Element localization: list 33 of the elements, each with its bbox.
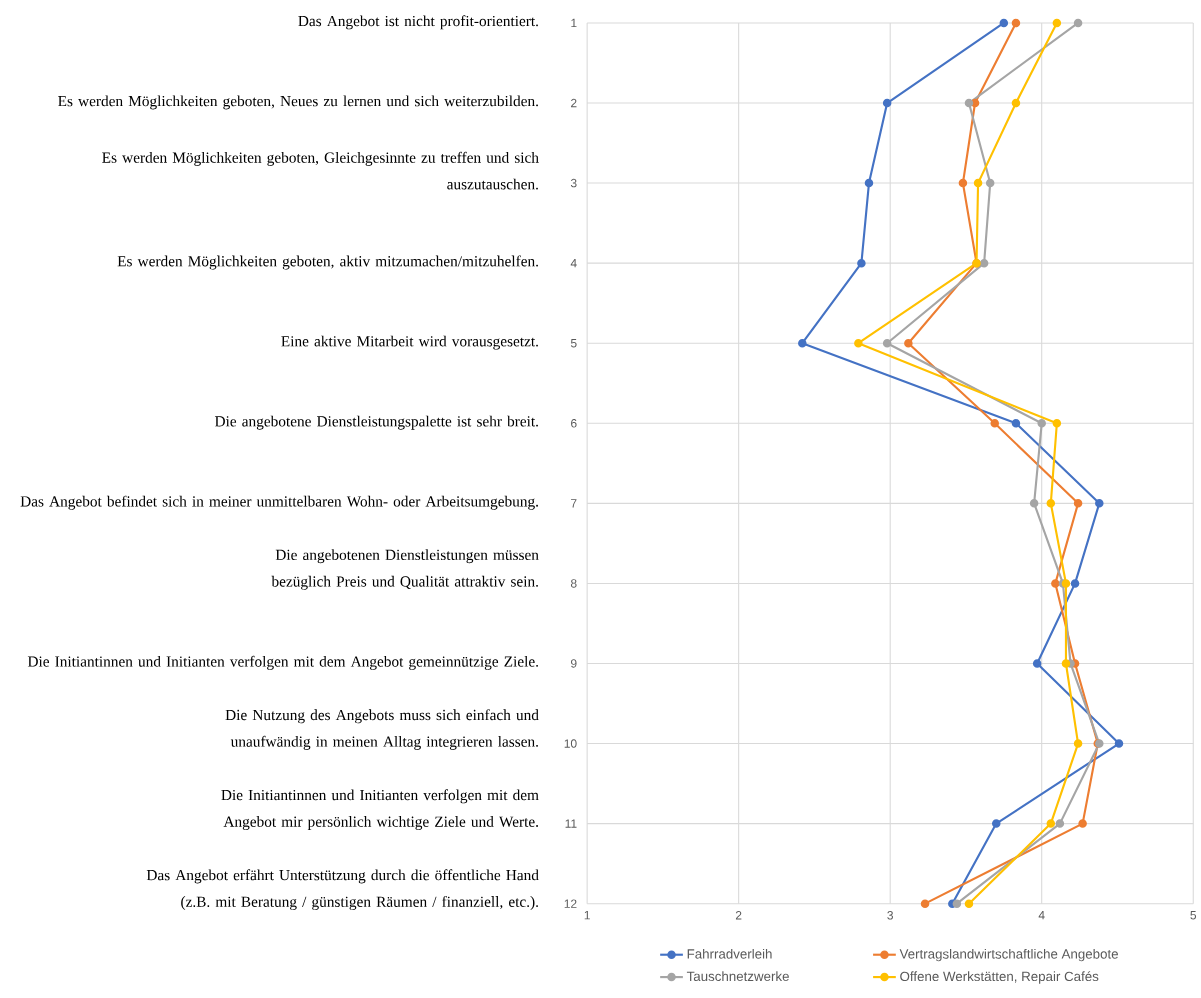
- x-tick-label: 1: [584, 911, 590, 920]
- text: Das Angebot ist nicht profit-orientiert.: [298, 15, 538, 30]
- text: Die Initiantinnen und Initianten verfolgen mit dem Angebot mir persönlich wichtige Ziele und Werte.: [221, 789, 539, 831]
- y-tick-label: 8: [570, 579, 577, 588]
- text: Die angebotene Dienstleistungspalette ist sehr breit.: [214, 415, 538, 430]
- y-tick-label: 11: [565, 819, 577, 828]
- text: Das Angebot erfährt Unterstützung durch die öffentliche Hand (z.B. mit Beratung / günstigen Räumen / finanziell, etc.).: [146, 869, 539, 911]
- legend-label: Fahrradverleih: [687, 949, 772, 959]
- text: Eine aktive Mitarbeit wird vorausgesetzt.: [281, 335, 538, 350]
- y-tick-label: 7: [571, 499, 577, 508]
- text: Die Initiantinnen und Initianten verfolgen mit dem Angebot gemeinnützige Ziele.: [27, 656, 538, 671]
- x-tick-label: 4: [1038, 911, 1045, 920]
- legend-label: Tauschnetzwerke: [686, 971, 789, 982]
- text: Das Angebot befindet sich in meiner unmittelbaren Wohn- oder Arbeitsumgebung.: [20, 495, 538, 510]
- legend-label: Offene Werkstätten, Repair Cafés: [900, 971, 1099, 984]
- y-tick-label: 5: [570, 339, 577, 348]
- legend-label: Vertragslandwirtschaftliche Angebote: [899, 949, 1118, 962]
- y-tick-label: 1: [571, 19, 577, 28]
- text: Es werden Möglichkeiten geboten, Gleichgesinnte zu treffen und sich auszutauschen.: [102, 152, 539, 190]
- y-tick-label: 12: [564, 899, 577, 909]
- x-tick-label: 3: [887, 911, 893, 920]
- y-tick-label: 9: [571, 659, 577, 668]
- y-tick-label: 3: [570, 179, 577, 188]
- y-tick-label: 2: [571, 99, 577, 108]
- x-tick-label: 2: [735, 911, 742, 920]
- text: Die Nutzung des Angebots muss sich einfach und unaufwändig in meinen Alltag integrieren lassen.: [225, 709, 539, 751]
- text: Es werden Möglichkeiten geboten, Neues zu lernen und sich weiterzubilden.: [58, 95, 538, 110]
- y-tick-label: 10: [564, 739, 577, 749]
- y-tick-label: 6: [571, 419, 577, 428]
- x-tick-label: 5: [1190, 911, 1197, 920]
- text: Die angebotenen Dienstleistungen müssen bezüglich Preis und Qualität attraktiv sein.: [271, 549, 539, 591]
- y-tick-label: 4: [570, 259, 577, 268]
- text: Es werden Möglichkeiten geboten, aktiv mitzumachen/mitzuhelfen.: [117, 255, 538, 270]
